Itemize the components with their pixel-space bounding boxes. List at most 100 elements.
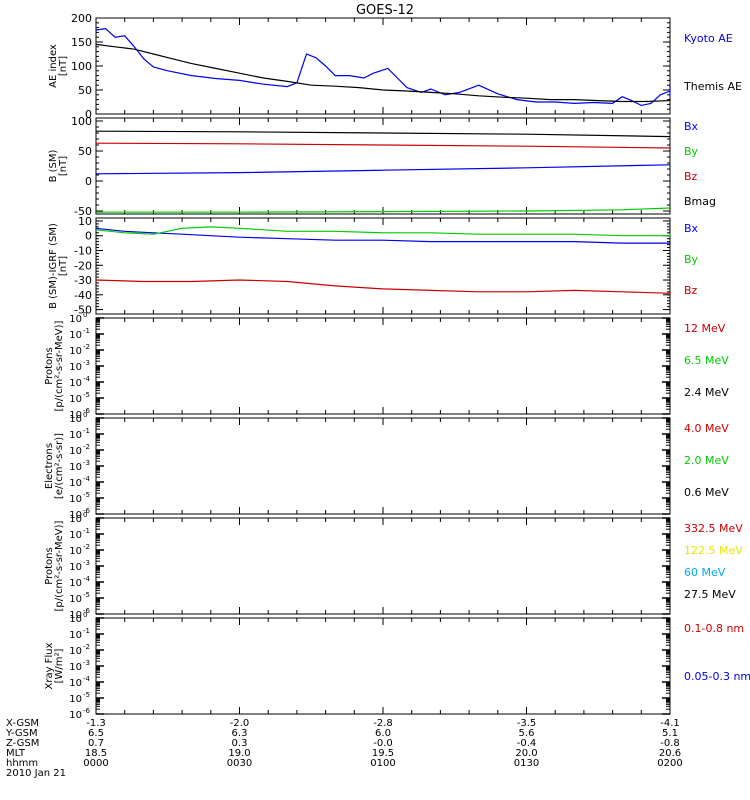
y-tick-label: 50 [78,84,92,97]
y-tick-label: 10 [69,446,82,457]
y-tick-label: 10 [69,362,82,373]
ephemeris-value: -0.8 [660,738,680,749]
legend-entry: 2.0 MeV [684,454,729,467]
y-tick-label: -30 [74,274,92,287]
legend-entry: 122.5 MeV [684,544,743,557]
legend-entry: 332.5 MeV [684,522,743,535]
y-tick-exponent: -1 [83,527,90,535]
y-tick-exponent: -5 [83,491,90,499]
ephemeris-value: 0.3 [232,738,248,749]
y-tick-exponent: -6 [83,707,91,715]
ephemeris-value: 0100 [370,758,395,769]
y-tick-label: 10 [69,594,82,605]
y-tick-label: 150 [71,36,92,49]
panel-bigrf: B (SM)-IGRF (SM) [nT]-50-40-30-20-10010Bx… [48,215,699,317]
ephemeris-value: -3.5 [517,718,537,729]
y-tick-label: 10 [69,314,82,325]
y-tick-label: 10 [69,630,82,641]
y-tick-label: 50 [78,145,92,158]
y-tick-label: -10 [74,244,92,257]
ephemeris-value: 18.5 [85,748,107,759]
legend-entry: Bz [684,170,698,183]
panel-bsm: B (SM) [nT] -50 0 50 100 Bx By Bz Bmag [48,115,716,218]
ephemeris-value: -0.4 [517,738,537,749]
y-tick-label: 0 [85,230,92,243]
ephemeris-value: -0.0 [373,738,393,749]
legend-entry: By [684,253,699,266]
y-axis-label: [e/(cm²-s-sr)] [54,433,65,499]
y-tick-label: 10 [69,646,82,657]
legend-entry: 27.5 MeV [684,588,736,601]
y-axis-label: Protons [44,347,55,384]
y-tick-label: 200 [71,12,92,25]
ephemeris-value: -1.3 [86,718,106,729]
y-tick-label: -50 [74,205,92,218]
panel-p1: Protons [p/(cm²-s-sr-MeV)]10-610-510 -410-… [44,311,729,421]
legend-entry: 4.0 MeV [684,422,729,435]
y-tick-exponent: -3 [83,559,90,567]
y-tick-exponent: -3 [83,359,90,367]
y-tick-label: 10 [69,410,82,421]
panel-frame [95,417,671,515]
ephemeris-value: 5.6 [519,728,535,739]
y-tick-label: 10 [69,710,82,721]
y-tick-exponent: -6 [83,407,91,415]
y-tick-label: 10 [69,330,82,341]
y-tick-label: 10 [69,430,82,441]
y-tick-label: 10 [69,614,82,625]
y-axis-label: [W/m²] [54,648,65,683]
y-tick-exponent: -5 [83,591,90,599]
y-tick-exponent: -2 [83,343,90,351]
ephemeris-row-label: Y-GSM [5,728,38,739]
ephemeris-value: 6.5 [88,728,104,739]
y-tick-exponent: -4 [83,475,91,483]
y-tick-label: 10 [69,462,82,473]
ephemeris-row-label: hhmm [6,758,38,769]
y-tick-label: 10 [69,414,82,425]
y-tick-label: -20 [74,259,92,272]
ephemeris-row-label: 2010 Jan 21 [6,768,66,779]
y-axis-label: [nT] [58,56,69,76]
y-tick-label: 100 [71,115,92,128]
y-tick-label: 10 [69,346,82,357]
ephemeris-value: 5.1 [662,728,678,739]
y-tick-exponent: -2 [83,543,90,551]
legend-entry: Bmag [684,195,716,208]
y-axis-label: [nT] [58,256,69,276]
y-tick-exponent: -3 [83,459,90,467]
y-tick-label: 0 [85,175,92,188]
legend-entry: 12 MeV [684,322,726,335]
legend-entry: 6.5 MeV [684,354,729,367]
ephemeris-value: 20.0 [515,748,537,759]
ephemeris-row-label: Z-GSM [6,738,39,749]
y-tick-label: 10 [69,578,82,589]
panel-ae: AE index [nT] 0 50 100 150 200 Kyoto AE Themis A… [48,12,742,121]
ephemeris-value: 0000 [83,758,108,769]
panel-p2: Protons [p/(cm²-s-sr-MeV)]10-610-510 -410-… [44,511,743,621]
y-tick-label: 100 [71,60,92,73]
series-line-bx [95,227,670,244]
y-tick-label: 10 [69,394,82,405]
y-tick-exponent: -4 [83,675,91,683]
panel-frame [95,317,671,415]
y-axis-label: B (SM)-IGRF (SM) [48,223,59,309]
series-line-bz [95,279,671,295]
y-tick-label: 10 [69,530,82,541]
series-line-bz [95,142,671,149]
ephemeris-value: 6.0 [375,728,391,739]
y-tick-exponent: -6 [83,507,91,515]
y-tick-exponent: -1 [83,627,90,635]
series-line-themis-ae [95,43,671,103]
y-tick-exponent: 0 [83,411,87,419]
y-tick-label: -50 [74,304,92,317]
y-tick-exponent: 0 [83,611,87,619]
y-tick-label: 10 [69,610,82,621]
plot-title: GOES-12 [356,3,414,18]
legend-entry: By [684,145,699,158]
legend-entry: Kyoto AE [684,32,733,45]
y-axis-label: AE index [48,44,59,88]
ephemeris-row-label: MLT [6,748,26,759]
series-line-bmag [95,130,671,138]
